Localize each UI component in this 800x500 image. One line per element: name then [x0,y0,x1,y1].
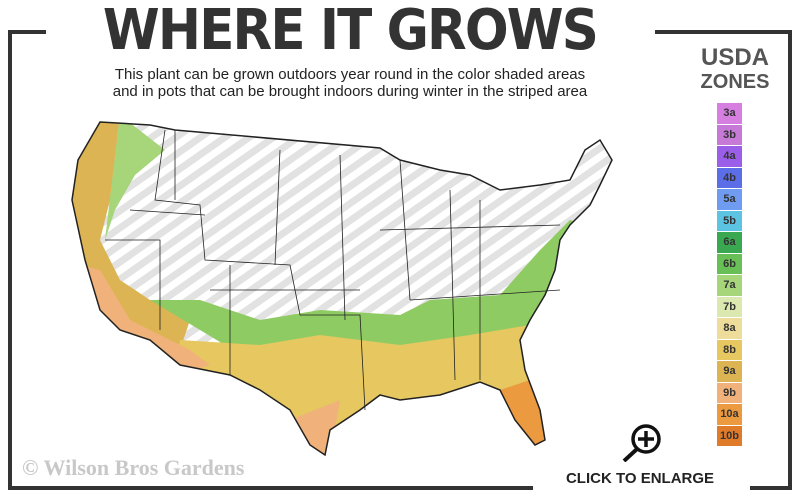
legend-swatch-10a: 10a [717,404,742,425]
frame-left [8,30,12,490]
subtitle: This plant can be grown outdoors year ro… [50,66,650,100]
legend-swatch-6b: 6b [717,253,742,274]
legend-swatch-3a: 3a [717,103,742,124]
legend-title-line-1: USDA [700,44,769,71]
legend-swatch-5b: 5b [717,210,742,231]
legend-swatch-4b: 4b [717,167,742,188]
zone-legend: 3a 3b 4a 4b 5a 5b 6a 6b 7a 7b 8a 8b 9a 9b 10a 10b [717,103,742,447]
frame-bottom-right [750,486,792,490]
legend-swatch-3b: 3b [717,124,742,145]
zone-region-south-green [150,220,600,360]
frame-top-right [655,30,792,34]
subtitle-line-1: This plant can be grown outdoors year ro… [114,66,586,83]
copyright-watermark: © Wilson Bros Gardens [22,455,245,480]
click-to-enlarge-button[interactable]: CLICK TO ENLARGE [565,470,715,487]
zone-region-south [160,325,560,455]
legend-title-line-2: ZONES [700,71,770,93]
legend-swatch-8b: 8b [717,339,742,360]
legend-swatch-9b: 9b [717,382,742,403]
legend-swatch-6a: 6a [717,232,742,253]
legend-swatch-7a: 7a [717,275,742,296]
magnifier-plus-icon[interactable] [620,422,666,462]
page-title: WHERE IT GROWS [102,0,599,63]
legend-swatch-7b: 7b [717,296,742,317]
legend-swatch-10b: 10b [717,425,742,446]
subtitle-line-2: and in pots that can be brought indoors … [112,83,588,100]
zone-region-florida [500,380,560,455]
usda-zone-map[interactable] [60,110,620,460]
zone-region-coast-green [105,122,165,240]
frame-top-left [8,30,46,34]
frame-bottom-left [8,486,533,490]
frame-right [788,30,792,490]
legend-swatch-8a: 8a [717,318,742,339]
legend-swatch-9a: 9a [717,361,742,382]
legend-swatch-5a: 5a [717,189,742,210]
legend-swatch-4a: 4a [717,146,742,167]
legend-title: USDA ZONES [670,46,800,94]
state-borders [105,129,561,411]
